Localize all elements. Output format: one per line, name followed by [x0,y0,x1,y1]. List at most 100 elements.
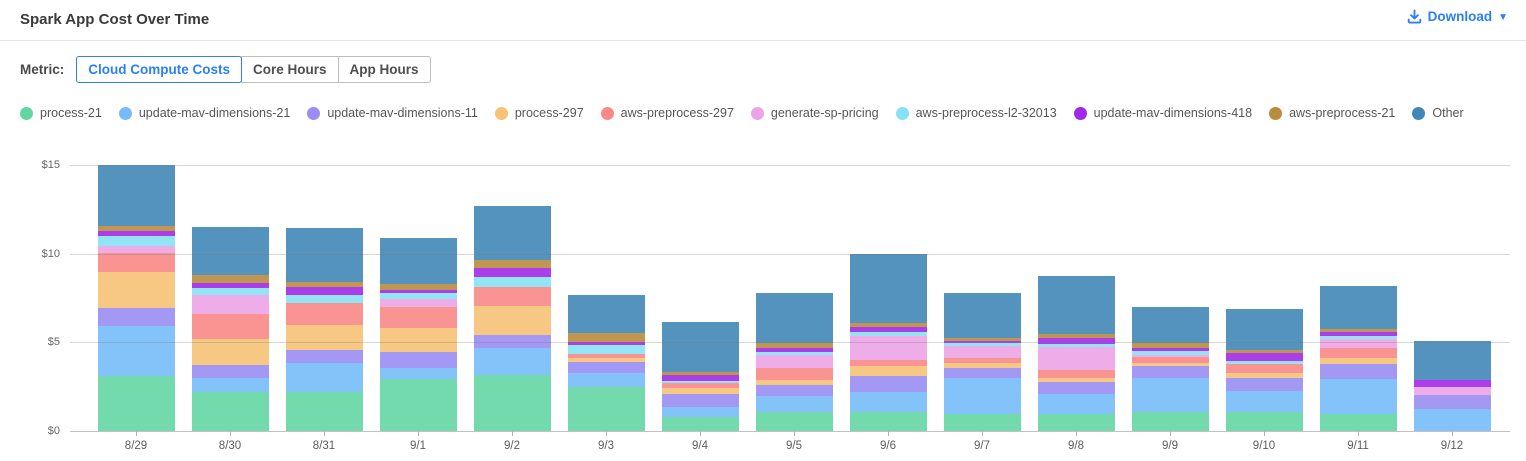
bar-segment-update-mav-dimensions-418[interactable] [379,290,457,294]
bar-segment-update-mav-dimensions-21[interactable] [1225,390,1303,413]
bar-segment-update-mav-dimensions-418[interactable] [755,347,833,352]
bar-segment-process-297[interactable] [1225,373,1303,378]
bar-segment-generate-sp-pricing[interactable] [191,295,269,315]
bar-segment-aws-preprocess-l2-32013[interactable] [661,381,739,384]
bar-segment-process-21[interactable] [755,412,833,431]
bar-segment-Other[interactable] [661,322,739,372]
legend-item-aws-preprocess-l2-32013[interactable]: aws-preprocess-l2-32013 [895,106,1057,120]
bar-segment-update-mav-dimensions-11[interactable] [849,376,927,392]
legend-item-aws-preprocess-21[interactable]: aws-preprocess-21 [1269,106,1395,120]
bar-segment-Other[interactable] [379,238,457,285]
bar-segment-update-mav-dimensions-11[interactable] [97,308,175,327]
metric-tab-core-hours[interactable]: Core Hours [241,56,339,83]
bar-segment-Other[interactable] [1225,309,1303,351]
bar-segment-update-mav-dimensions-21[interactable] [661,406,739,417]
bar-segment-process-297[interactable] [755,379,833,386]
bar-segment-generate-sp-pricing[interactable] [97,246,175,254]
bar-segment-aws-preprocess-297[interactable] [567,354,645,359]
bar-segment-update-mav-dimensions-11[interactable] [661,394,739,407]
bar-segment-Other[interactable] [1319,286,1397,330]
stacked-bar-9/3[interactable] [567,295,645,431]
stacked-bar-9/9[interactable] [1131,307,1209,431]
bar-segment-process-21[interactable] [567,386,645,431]
bar-segment-update-mav-dimensions-11[interactable] [943,367,1021,379]
bar-segment-aws-preprocess-l2-32013[interactable] [379,293,457,300]
bar-segment-update-mav-dimensions-418[interactable] [943,341,1021,344]
bar-segment-generate-sp-pricing[interactable] [1319,339,1397,348]
bar-segment-aws-preprocess-21[interactable] [849,323,927,327]
bar-segment-aws-preprocess-21[interactable] [1319,329,1397,333]
bar-segment-aws-preprocess-21[interactable] [97,226,175,232]
bar-segment-update-mav-dimensions-418[interactable] [1319,332,1397,336]
bar-segment-aws-preprocess-21[interactable] [567,332,645,342]
bar-segment-aws-preprocess-21[interactable] [1037,334,1115,338]
bar-segment-aws-preprocess-21[interactable] [755,343,833,348]
bar-segment-update-mav-dimensions-21[interactable] [97,326,175,377]
metric-tab-cloud-compute-costs[interactable]: Cloud Compute Costs [76,56,243,83]
bar-segment-update-mav-dimensions-11[interactable] [1413,395,1491,410]
bar-segment-process-21[interactable] [191,392,269,431]
bar-segment-update-mav-dimensions-21[interactable] [285,363,363,392]
bar-segment-update-mav-dimensions-11[interactable] [473,335,551,348]
bar-segment-aws-preprocess-l2-32013[interactable] [191,287,269,296]
stacked-bar-9/1[interactable] [379,238,457,431]
bar-segment-process-21[interactable] [661,416,739,431]
bar-segment-Other[interactable] [285,227,363,282]
bar-segment-update-mav-dimensions-11[interactable] [755,385,833,396]
bar-segment-Other[interactable] [1037,276,1115,335]
bar-segment-generate-sp-pricing[interactable] [943,345,1021,358]
legend-item-update-mav-dimensions-21[interactable]: update-mav-dimensions-21 [118,106,290,120]
bar-segment-aws-preprocess-297[interactable] [943,357,1021,364]
bar-segment-aws-preprocess-21[interactable] [379,284,457,291]
bar-segment-generate-sp-pricing[interactable] [755,355,833,369]
bar-segment-aws-preprocess-297[interactable] [1037,370,1115,378]
bar-segment-aws-preprocess-297[interactable] [661,383,739,389]
bar-segment-aws-preprocess-l2-32013[interactable] [97,235,175,247]
bar-segment-process-297[interactable] [849,365,927,377]
bar-segment-aws-preprocess-297[interactable] [97,253,175,272]
bar-segment-update-mav-dimensions-21[interactable] [191,377,269,393]
bar-segment-aws-preprocess-297[interactable] [473,286,551,306]
bar-segment-aws-preprocess-21[interactable] [473,260,551,269]
bar-segment-aws-preprocess-l2-32013[interactable] [473,276,551,287]
legend-item-Other[interactable]: Other [1412,106,1464,120]
stacked-bar-9/6[interactable] [849,253,927,431]
bar-segment-update-mav-dimensions-418[interactable] [473,268,551,277]
stacked-bar-9/4[interactable] [661,322,739,431]
bar-segment-aws-preprocess-297[interactable] [191,314,269,340]
bar-segment-update-mav-dimensions-21[interactable] [473,347,551,375]
bar-segment-Other[interactable] [1413,340,1491,381]
stacked-bar-9/11[interactable] [1319,286,1397,431]
bar-segment-Other[interactable] [191,227,269,275]
bar-segment-generate-sp-pricing[interactable] [1037,346,1115,371]
bar-segment-update-mav-dimensions-11[interactable] [379,352,457,368]
bar-segment-process-297[interactable] [285,324,363,350]
bar-segment-process-21[interactable] [943,414,1021,431]
bar-segment-update-mav-dimensions-11[interactable] [191,365,269,378]
bar-segment-process-297[interactable] [1037,377,1115,382]
bar-segment-process-297[interactable] [97,271,175,309]
bar-segment-aws-preprocess-21[interactable] [661,371,739,376]
bar-segment-update-mav-dimensions-11[interactable] [1225,377,1303,391]
bar-segment-process-21[interactable] [473,374,551,431]
bar-segment-process-297[interactable] [1319,357,1397,365]
bar-segment-update-mav-dimensions-418[interactable] [1037,337,1115,345]
bar-segment-aws-preprocess-21[interactable] [943,337,1021,341]
bar-segment-aws-preprocess-l2-32013[interactable] [285,295,363,304]
bar-segment-process-297[interactable] [473,305,551,336]
bar-segment-update-mav-dimensions-11[interactable] [567,362,645,374]
bar-segment-Other[interactable] [943,293,1021,338]
bar-segment-aws-preprocess-l2-32013[interactable] [1131,350,1209,355]
stacked-bar-9/2[interactable] [473,205,551,431]
bar-segment-process-297[interactable] [379,328,457,353]
download-button[interactable]: Download ▼ [1407,9,1508,24]
bar-segment-process-21[interactable] [1319,414,1397,431]
bar-segment-update-mav-dimensions-11[interactable] [1131,365,1209,378]
bar-segment-aws-preprocess-l2-32013[interactable] [1225,361,1303,365]
bar-segment-aws-preprocess-297[interactable] [1319,347,1397,358]
bar-segment-aws-preprocess-l2-32013[interactable] [567,345,645,355]
bar-segment-update-mav-dimensions-21[interactable] [379,367,457,380]
bar-segment-update-mav-dimensions-418[interactable] [1413,380,1491,388]
bar-segment-aws-preprocess-297[interactable] [285,303,363,325]
bar-segment-aws-preprocess-l2-32013[interactable] [1037,344,1115,347]
